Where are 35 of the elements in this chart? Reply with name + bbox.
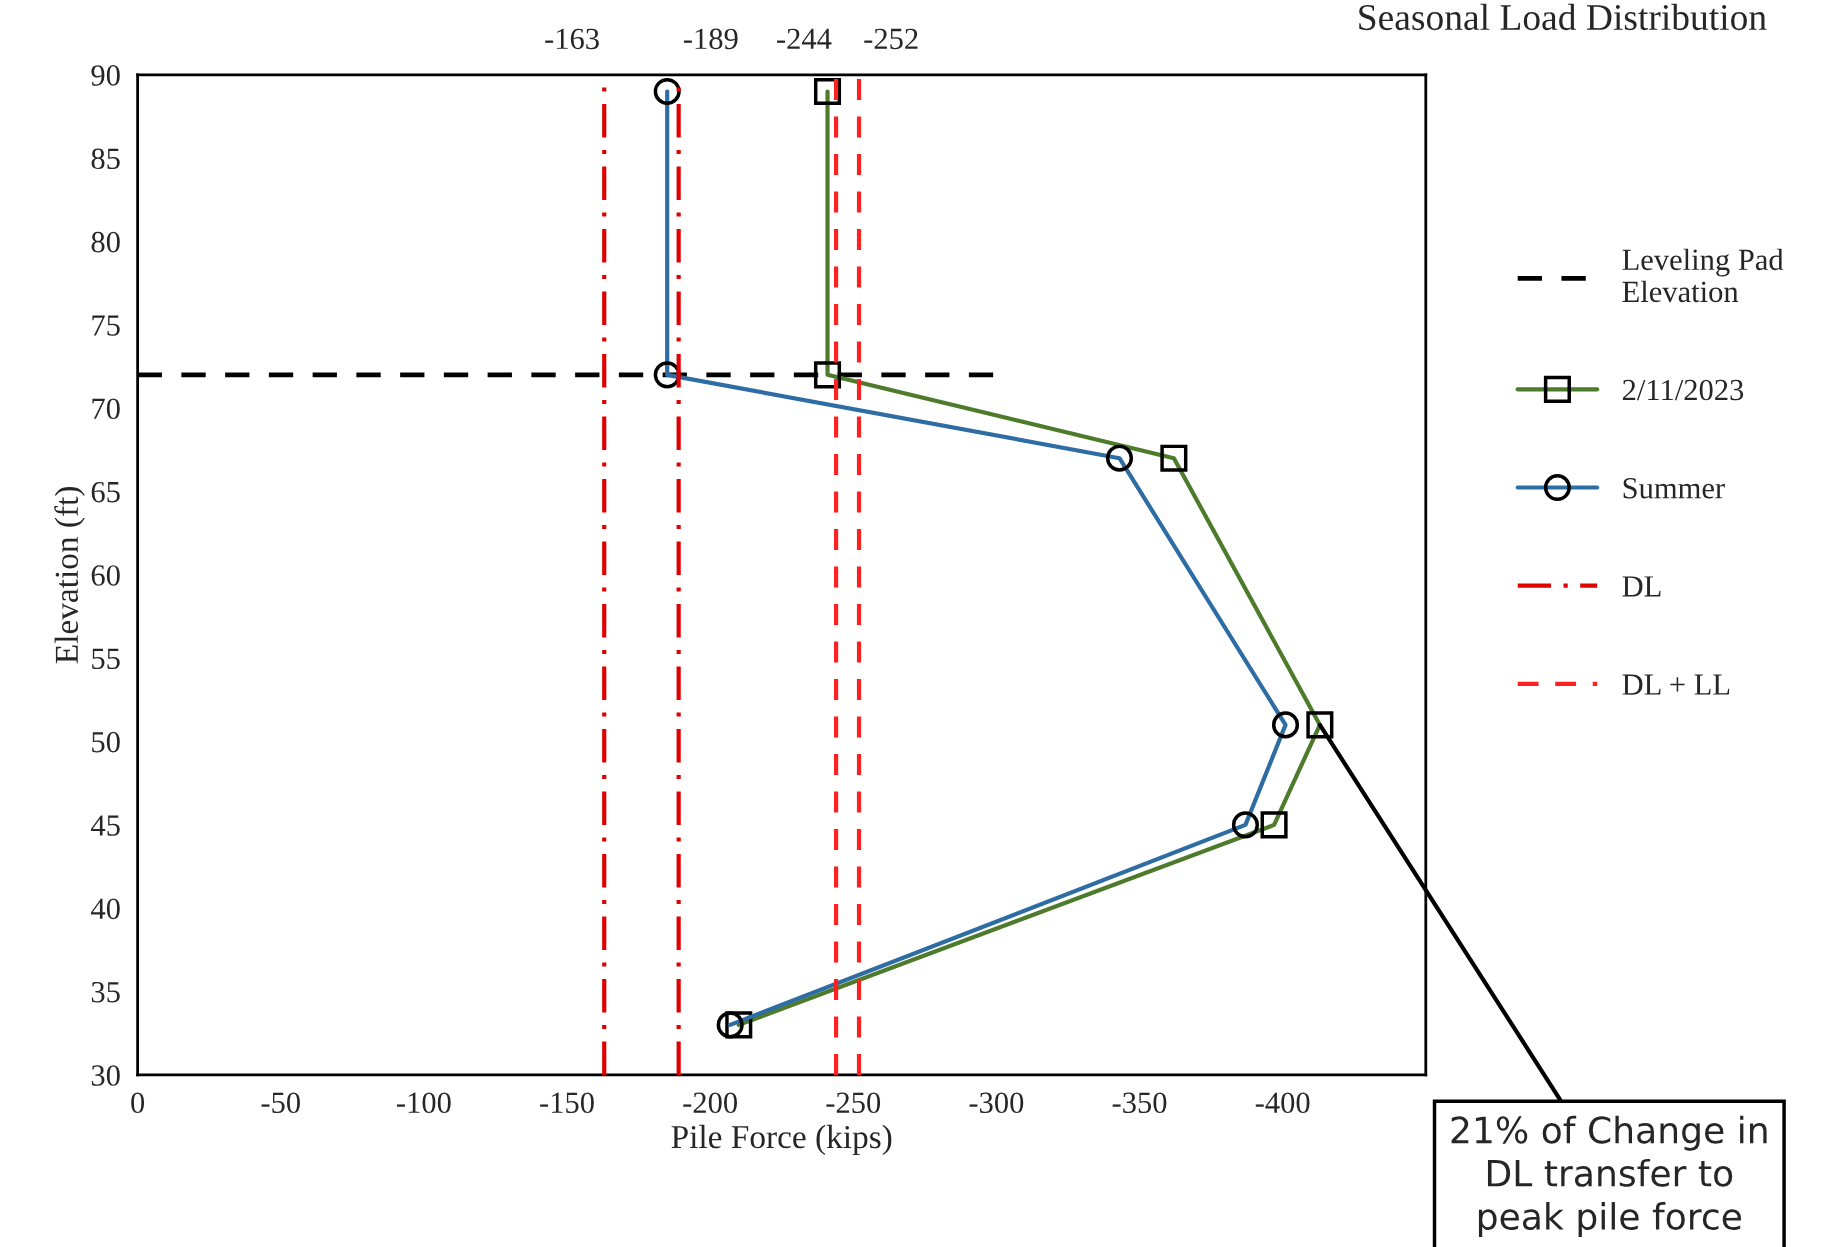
legend-label: 2/11/2023 [1622,379,1744,401]
y-tick-label: 65 [91,481,120,503]
legend-label: DL [1622,576,1661,597]
text: Seasonal Load Distribution [1359,3,1767,31]
x-tick-label: -250 [826,1092,881,1114]
y-tick-label: 45 [91,815,120,836]
y-tick-label: 85 [91,148,120,170]
annotation: -244 [777,28,832,49]
y-axis-title: Elevation (ft) [54,487,85,664]
y-tick-label: 30 [91,1065,120,1086]
x-tick-label: 0 [131,1092,145,1114]
x-tick-label: -50 [261,1092,300,1114]
annotation: -163 [545,28,599,50]
legend-label: Summer [1623,477,1725,499]
x-tick-label: -350 [1112,1092,1167,1114]
legend-label: DL + LL [1622,674,1730,695]
x-tick-label: -100 [397,1092,451,1114]
y-tick-label: 40 [91,898,120,920]
y-tick-label: 55 [92,648,120,670]
x-tick-label: -400 [1255,1092,1310,1114]
y-tick-label: 60 [91,565,120,586]
y-tick-label: 50 [92,731,120,753]
x-tick-label: -200 [683,1092,737,1114]
y-tick-label: 70 [92,398,120,420]
x-tick-label: -150 [540,1092,594,1114]
legend-label: Leveling Pad Elevation [1622,248,1784,303]
annotation: -189 [683,28,738,50]
annotation: -252 [864,28,918,50]
y-tick-label: 80 [91,231,120,253]
x-axis-title: Pile Force (kips) [671,1124,892,1156]
annotation: 21% of Change in DL transfer to peak pile force [1451,1115,1767,1238]
y-tick-label: 35 [91,981,120,1003]
y-tick-label: 90 [91,65,120,86]
y-tick-label: 75 [92,315,120,336]
x-tick-label: -300 [969,1092,1024,1114]
